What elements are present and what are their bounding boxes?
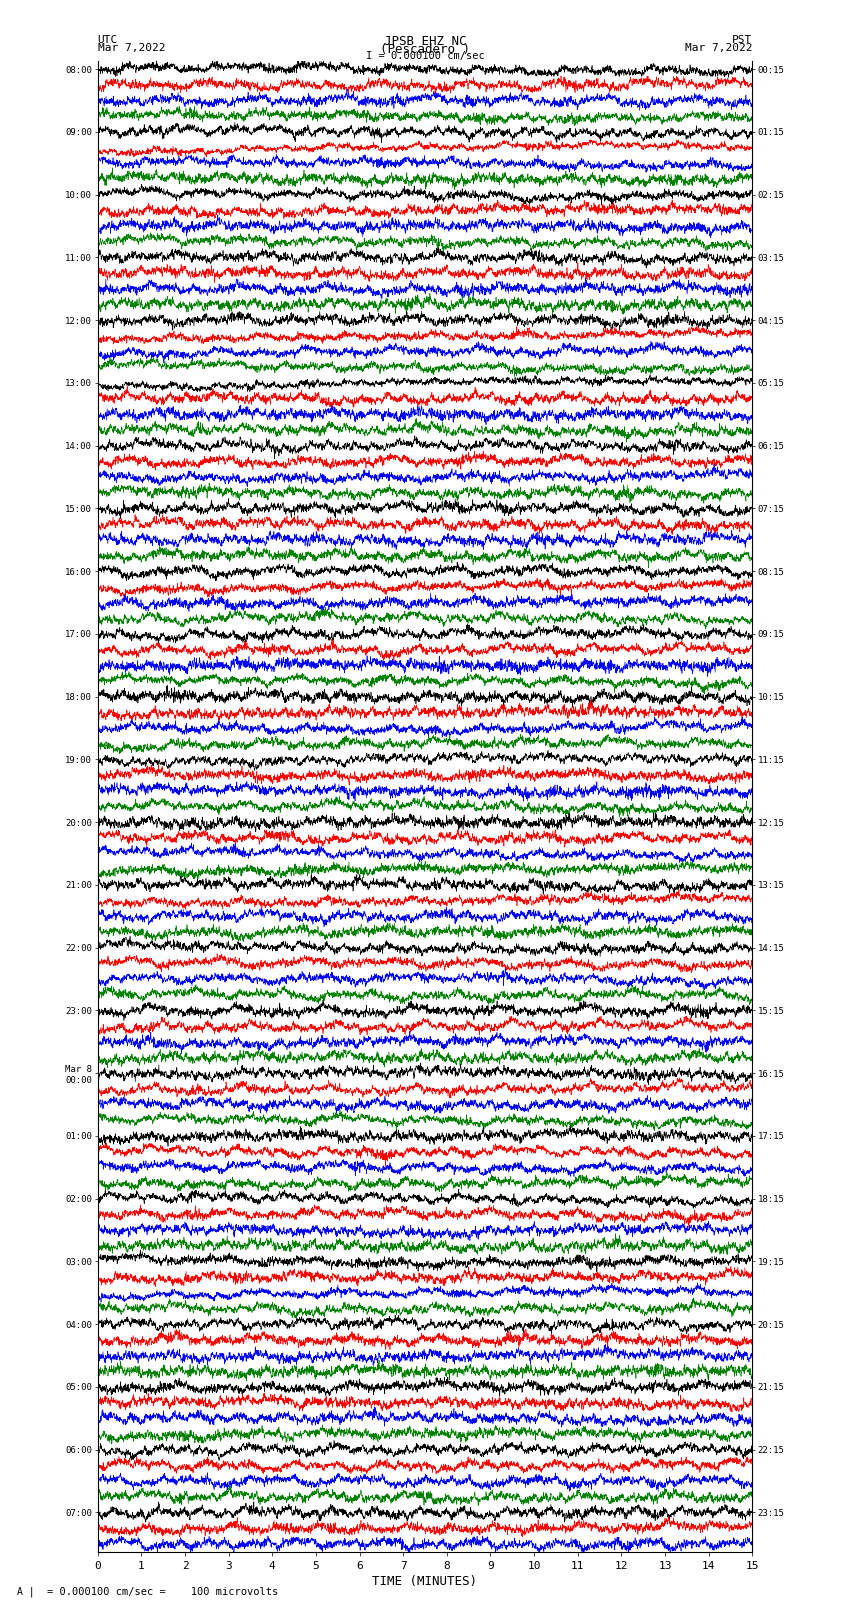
Text: PST: PST xyxy=(732,35,752,45)
Text: = 0.000100 cm/sec =    100 microvolts: = 0.000100 cm/sec = 100 microvolts xyxy=(47,1587,278,1597)
Text: A |: A | xyxy=(17,1586,35,1597)
Text: Mar 7,2022: Mar 7,2022 xyxy=(98,44,165,53)
Text: UTC: UTC xyxy=(98,35,118,45)
Text: Mar 7,2022: Mar 7,2022 xyxy=(685,44,752,53)
Text: JPSB EHZ NC: JPSB EHZ NC xyxy=(383,35,467,48)
X-axis label: TIME (MINUTES): TIME (MINUTES) xyxy=(372,1574,478,1587)
Text: I = 0.000100 cm/sec: I = 0.000100 cm/sec xyxy=(366,50,484,61)
Text: (Pescadero ): (Pescadero ) xyxy=(380,44,470,56)
